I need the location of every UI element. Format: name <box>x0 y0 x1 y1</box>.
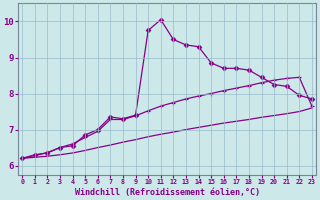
X-axis label: Windchill (Refroidissement éolien,°C): Windchill (Refroidissement éolien,°C) <box>75 188 260 197</box>
